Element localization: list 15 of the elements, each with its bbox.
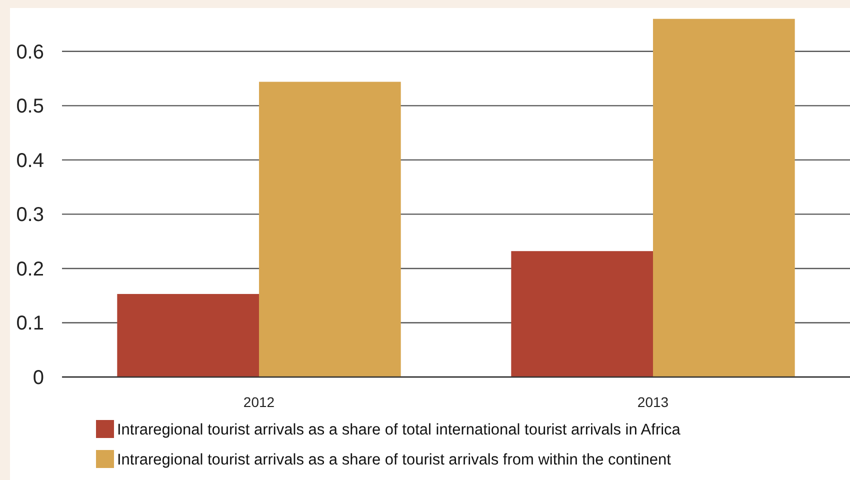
legend-label: Intraregional tourist arrivals as a share of tourist arrivals from within the continent xyxy=(117,451,672,468)
y-tick-label: 0.3 xyxy=(16,204,44,226)
y-tick-label: 0.4 xyxy=(16,150,44,172)
y-tick-label: 0.1 xyxy=(16,312,44,335)
x-tick-label: 2013 xyxy=(637,394,669,410)
y-tick-label: 0.5 xyxy=(16,96,44,118)
y-tick-label: 0.6 xyxy=(16,41,44,64)
y-tick-label: 0 xyxy=(32,367,44,389)
bar xyxy=(117,294,259,377)
x-tick-label: 2012 xyxy=(243,394,275,410)
bar xyxy=(653,18,795,377)
legend-label: Intraregional tourist arrivals as a share of total international tourist arrivals in Africa xyxy=(117,421,681,438)
y-tick-label: 0.2 xyxy=(16,258,44,280)
bar xyxy=(511,251,653,377)
bar xyxy=(259,82,401,377)
